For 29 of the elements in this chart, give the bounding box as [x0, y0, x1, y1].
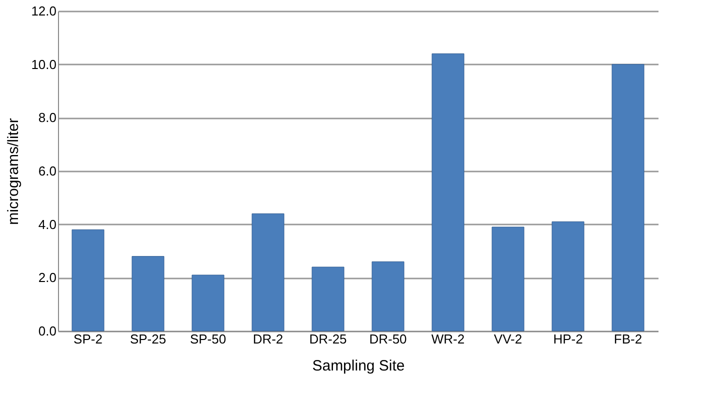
bar	[312, 266, 344, 332]
bar	[372, 261, 404, 332]
y-tick-label: 0.0	[38, 324, 56, 338]
y-tick-label: 2.0	[38, 270, 56, 286]
bar	[432, 53, 464, 332]
y-axis-title: micrograms/liter	[5, 118, 22, 225]
bar	[192, 274, 224, 332]
x-tick-label: DR-50	[369, 332, 407, 346]
x-tick-label: SP-50	[190, 332, 226, 346]
bar	[72, 229, 104, 332]
y-tick-label: 10.0	[31, 56, 56, 72]
y-tick-label: 4.0	[38, 216, 56, 232]
x-tick-label: SP-2	[74, 332, 102, 346]
bar	[552, 221, 584, 332]
x-axis-title: Sampling Site	[312, 358, 405, 374]
x-tick-label: VV-2	[494, 332, 522, 346]
bar	[492, 226, 524, 332]
y-tick-label: 8.0	[38, 110, 56, 126]
x-tick-label: SP-25	[130, 332, 166, 346]
x-tick-label: HP-2	[553, 332, 583, 346]
bar	[132, 256, 164, 332]
bar	[612, 64, 644, 332]
x-tick-label: FB-2	[614, 332, 642, 346]
x-tick-label: WR-2	[431, 332, 465, 346]
x-tick-label: DR-2	[252, 332, 284, 346]
y-tick-label: 6.0	[38, 164, 56, 178]
y-tick-label: 12.0	[31, 4, 56, 18]
x-tick-label: DR-25	[309, 332, 347, 346]
bar	[252, 213, 284, 332]
